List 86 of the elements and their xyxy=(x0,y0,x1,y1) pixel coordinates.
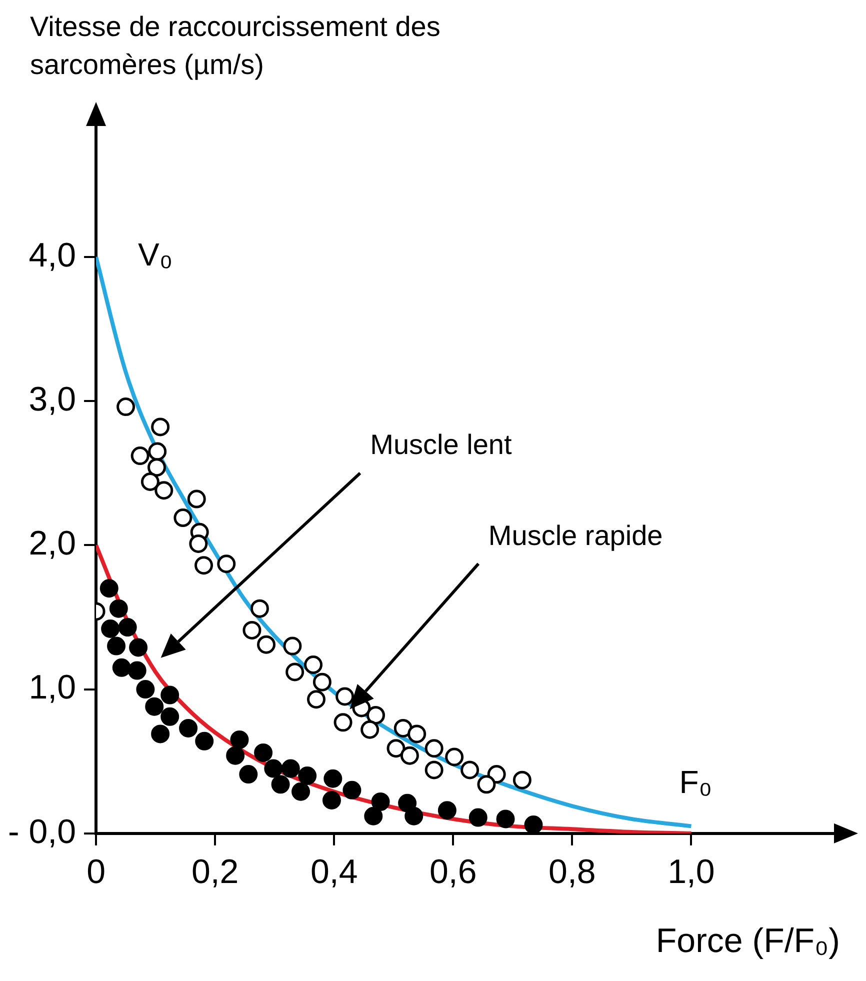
point xyxy=(307,690,326,709)
point xyxy=(254,743,273,762)
point xyxy=(179,718,198,738)
x-tick-label: 0,4 xyxy=(310,853,358,892)
point xyxy=(496,810,515,828)
point xyxy=(438,801,456,820)
y-tick-label: 1,0 xyxy=(28,668,76,707)
point xyxy=(364,806,383,826)
y-tick-label: 2,0 xyxy=(28,524,76,563)
point xyxy=(324,769,342,788)
point xyxy=(342,780,362,800)
point xyxy=(145,697,164,716)
point xyxy=(250,599,269,618)
point xyxy=(386,739,406,758)
x-axis-title: Force (F/F₀) xyxy=(656,922,840,960)
point xyxy=(304,656,323,674)
point xyxy=(128,661,146,680)
point xyxy=(187,490,206,508)
point xyxy=(445,748,464,766)
annotation: Muscle lent xyxy=(370,429,512,462)
point xyxy=(109,599,128,618)
point xyxy=(230,730,249,749)
point xyxy=(281,759,300,778)
point xyxy=(160,686,180,704)
point xyxy=(424,760,444,780)
point xyxy=(336,687,354,706)
point xyxy=(312,672,332,692)
point xyxy=(400,746,419,765)
x-tick-label: 0,8 xyxy=(548,853,596,892)
point xyxy=(292,782,310,801)
point xyxy=(226,746,245,765)
x-tick-label: 0 xyxy=(86,853,106,892)
point xyxy=(217,554,236,574)
point xyxy=(151,418,170,436)
point xyxy=(118,618,137,637)
annotation: V₀ xyxy=(138,236,173,273)
point xyxy=(136,680,155,699)
y-axis-title: Vitesse de raccourcissement des sarcomères (µm/s) xyxy=(30,10,442,82)
point xyxy=(140,472,160,491)
y-tick-label: - 0,0 xyxy=(8,812,76,851)
point xyxy=(148,442,167,461)
x-tick-label: 1,0 xyxy=(668,853,715,892)
point xyxy=(404,806,424,826)
point xyxy=(512,770,532,790)
point xyxy=(298,766,317,785)
point xyxy=(194,556,214,575)
point xyxy=(271,775,290,794)
point xyxy=(394,718,412,738)
point xyxy=(242,620,262,640)
point xyxy=(101,620,120,638)
point xyxy=(468,808,488,827)
point xyxy=(286,662,304,682)
point xyxy=(151,724,170,744)
point xyxy=(424,739,444,758)
point xyxy=(129,638,148,657)
point xyxy=(107,636,126,656)
point xyxy=(398,794,417,812)
point xyxy=(366,706,386,724)
point xyxy=(100,579,118,598)
point xyxy=(334,713,352,732)
point xyxy=(189,534,208,553)
point xyxy=(322,791,341,810)
x-tick-label: 0,2 xyxy=(191,853,239,892)
point xyxy=(264,759,283,778)
point xyxy=(283,636,302,656)
point xyxy=(524,816,543,834)
point xyxy=(477,775,496,794)
point xyxy=(408,724,426,744)
point xyxy=(239,765,258,784)
y-tick-label: 3,0 xyxy=(28,380,76,418)
point xyxy=(360,720,380,739)
annotation: Muscle rapide xyxy=(488,520,663,552)
point xyxy=(257,635,276,654)
annotation: F₀ xyxy=(679,764,712,800)
point xyxy=(195,732,214,750)
point xyxy=(460,760,480,780)
point xyxy=(130,446,150,466)
y-tick-label: 4,0 xyxy=(28,236,76,274)
point xyxy=(147,458,166,477)
point xyxy=(116,398,136,416)
x-tick-label: 0,6 xyxy=(430,853,477,892)
point xyxy=(160,707,180,726)
point xyxy=(174,508,192,528)
point xyxy=(371,792,390,811)
point xyxy=(154,481,174,500)
point xyxy=(112,658,131,677)
